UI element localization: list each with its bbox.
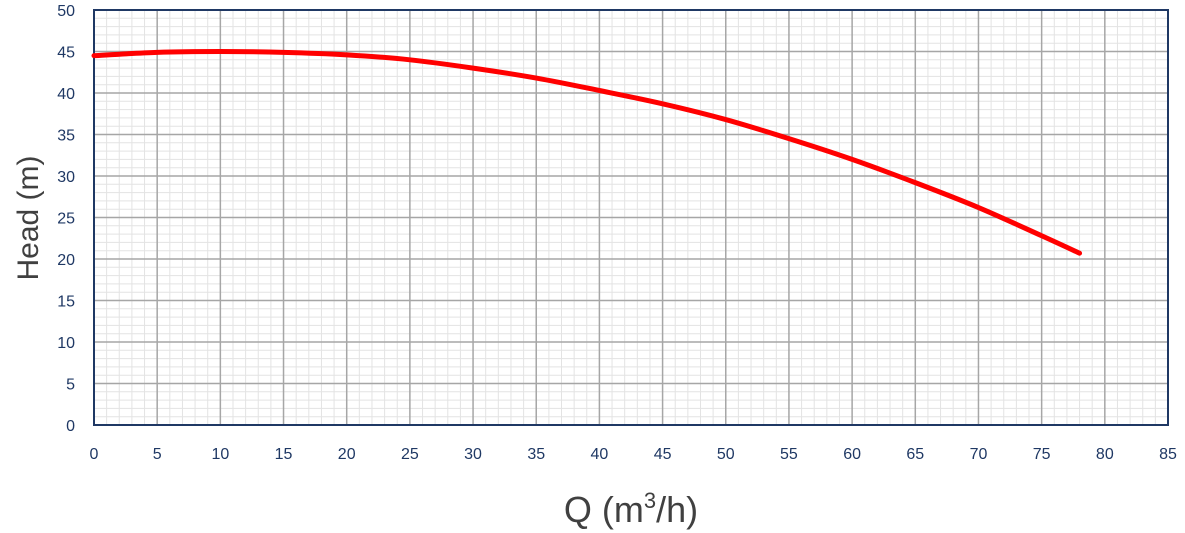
y-tick-label: 0 (66, 418, 75, 435)
y-tick-label: 30 (57, 169, 75, 186)
x-tick-label: 35 (527, 446, 545, 463)
x-tick-label: 60 (843, 446, 861, 463)
head-curve-point (346, 54, 348, 56)
head-curve-point (219, 51, 221, 52)
head-curve-point (725, 119, 727, 121)
y-tick-label: 50 (57, 3, 75, 20)
x-tick-label: 20 (338, 446, 356, 463)
y-tick-labels: 0 5 10 15 20 25 30 35 40 45 50 (57, 3, 75, 435)
x-tick-label: 45 (654, 446, 672, 463)
x-tick-label: 65 (906, 446, 924, 463)
head-curve-point (598, 90, 600, 92)
head-curve-point (156, 51, 158, 53)
head-curve-point (1079, 252, 1081, 254)
x-axis-label-end: /h) (656, 489, 698, 530)
x-tick-label: 85 (1159, 446, 1177, 463)
x-tick-label: 75 (1033, 446, 1051, 463)
x-tick-label: 5 (153, 446, 162, 463)
x-tick-label: 80 (1096, 446, 1114, 463)
x-tick-label: 10 (211, 446, 229, 463)
x-tick-label: 30 (464, 446, 482, 463)
head-curve-point (662, 103, 664, 105)
x-tick-label: 55 (780, 446, 798, 463)
head-curve-point (283, 51, 285, 53)
y-tick-label: 10 (57, 335, 75, 352)
head-curve-point (977, 207, 979, 209)
y-tick-label: 35 (57, 128, 75, 145)
y-tick-label: 20 (57, 252, 75, 269)
y-tick-label: 40 (57, 86, 75, 103)
series-layer (91, 49, 1083, 256)
head-curve-point (535, 77, 537, 79)
x-tick-label: 50 (717, 446, 735, 463)
y-tick-label: 45 (57, 45, 75, 62)
head-curve-point (788, 138, 790, 140)
x-tick-labels: 0 5 10 15 20 25 30 35 40 45 50 55 60 65 70 75 80 85 (90, 446, 1177, 463)
x-axis-label-superscript: 3 (644, 488, 656, 513)
head-curve-point (851, 158, 853, 160)
head-curve-line (91, 49, 1083, 256)
x-axis-label: Q (m3/h) (564, 488, 698, 530)
x-axis-label-main: Q (m (564, 489, 644, 530)
y-tick-label: 5 (66, 377, 75, 394)
y-tick-label: 25 (57, 211, 75, 228)
head-curve-point (472, 67, 474, 69)
plot-border (93, 9, 1169, 426)
x-tick-label: 15 (275, 446, 293, 463)
head-curve-point (93, 55, 95, 57)
x-tick-label: 40 (591, 446, 609, 463)
x-tick-label: 70 (970, 446, 988, 463)
head-curve-point (1041, 235, 1043, 237)
x-tick-label: 0 (90, 446, 99, 463)
y-axis-label: Head (m) (12, 155, 45, 280)
y-tick-label: 15 (57, 294, 75, 311)
head-curve-point (409, 59, 411, 61)
head-curve-point (914, 182, 916, 184)
x-tick-label: 25 (401, 446, 419, 463)
